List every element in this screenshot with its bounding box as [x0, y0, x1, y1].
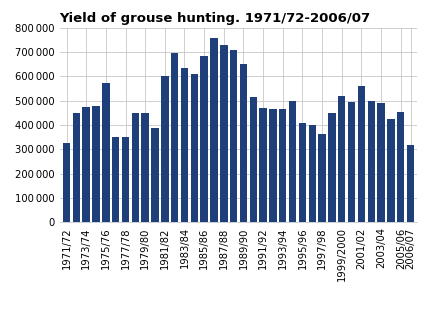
Bar	[338, 96, 345, 222]
Bar	[102, 83, 109, 222]
Bar	[171, 53, 178, 222]
Bar	[220, 45, 227, 222]
Bar	[308, 125, 316, 222]
Bar	[368, 101, 375, 222]
Bar	[250, 97, 257, 222]
Bar	[407, 145, 414, 222]
Bar	[377, 103, 385, 222]
Bar	[122, 137, 129, 222]
Bar	[210, 37, 218, 222]
Bar	[63, 143, 70, 222]
Bar	[289, 101, 296, 222]
Bar	[191, 74, 198, 222]
Bar	[279, 109, 287, 222]
Bar	[161, 76, 169, 222]
Bar	[181, 68, 188, 222]
Bar	[83, 107, 90, 222]
Bar	[397, 112, 404, 222]
Bar	[132, 113, 139, 222]
Bar	[151, 128, 158, 222]
Bar	[328, 113, 336, 222]
Bar	[348, 102, 355, 222]
Bar	[240, 64, 247, 222]
Bar	[269, 109, 276, 222]
Bar	[201, 56, 208, 222]
Bar	[230, 50, 237, 222]
Bar	[387, 119, 394, 222]
Bar	[141, 113, 149, 222]
Bar	[112, 137, 119, 222]
Bar	[299, 123, 306, 222]
Bar	[259, 108, 267, 222]
Bar	[319, 134, 326, 222]
Bar	[358, 86, 365, 222]
Bar	[73, 113, 80, 222]
Text: Yield of grouse hunting. 1971/72-2006/07: Yield of grouse hunting. 1971/72-2006/07	[60, 12, 371, 25]
Bar	[92, 106, 100, 222]
